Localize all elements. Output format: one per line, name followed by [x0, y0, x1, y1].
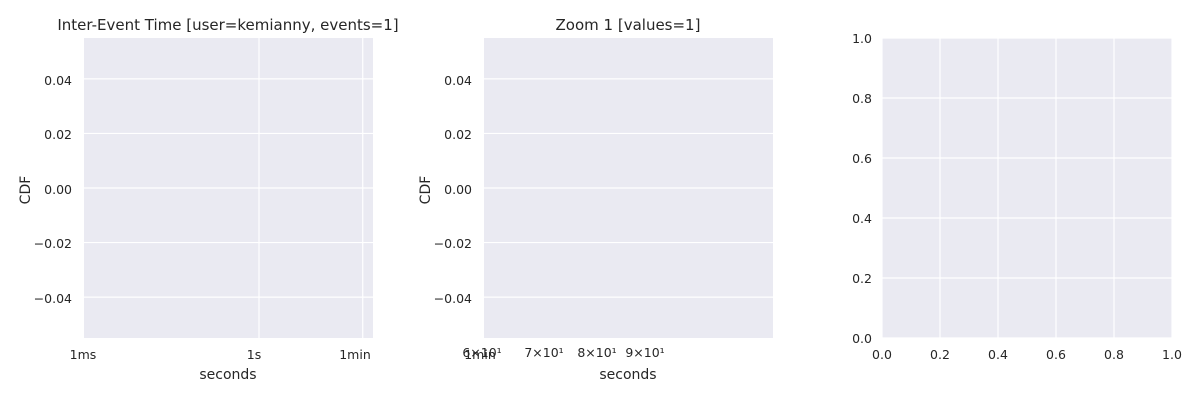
y-tick-label: 0.02 — [44, 127, 72, 142]
y-tick-label: −0.02 — [34, 236, 72, 251]
x-tick-label: 0.8 — [1104, 347, 1124, 362]
y-tick-label: 0.04 — [44, 73, 72, 88]
y-tick-label: 0.00 — [44, 182, 72, 197]
x-tick-label: 1min — [339, 347, 371, 362]
x-tick-label: 0.6 — [1046, 347, 1066, 362]
x-tick-label: 1s — [247, 347, 261, 362]
y-tick-label: 0.0 — [852, 331, 872, 346]
x-tick-label: 0.0 — [872, 347, 892, 362]
y-tick-label: 1.0 — [852, 31, 872, 46]
x-tick-label: 0.2 — [930, 347, 950, 362]
chart-panel-2: Zoom 1 [values=1] seconds CDF 1min 6×10¹… — [418, 16, 773, 383]
x-axis-label-2: seconds — [599, 367, 656, 383]
plot-area-3 — [882, 38, 1172, 338]
y-tick-label: 0.04 — [444, 73, 472, 88]
chart-panel-3: 0.0 0.2 0.4 0.6 0.8 1.0 1.0 0.8 0.6 0.4 … — [852, 31, 1182, 362]
x-axis-label-1: seconds — [199, 367, 256, 383]
y-tick-label: 0.8 — [852, 91, 872, 106]
x-tick-label: 7×10¹ — [524, 345, 563, 360]
chart-title-1: Inter-Event Time [user=kemianny, events=… — [57, 16, 398, 34]
x-tick-label: 1ms — [70, 347, 97, 362]
y-tick-label: −0.04 — [434, 291, 472, 306]
x-tick-label: 1min — [464, 347, 496, 362]
y-tick-label: 0.4 — [852, 211, 872, 226]
y-axis-label-1: CDF — [18, 176, 34, 205]
chart-title-2: Zoom 1 [values=1] — [556, 16, 701, 34]
x-tick-label: 6×10¹ — [462, 345, 501, 360]
x-tick-label: 1.0 — [1162, 347, 1182, 362]
y-tick-label: −0.04 — [34, 291, 72, 306]
y-tick-label: 0.00 — [444, 182, 472, 197]
y-tick-label: −0.02 — [434, 236, 472, 251]
x-tick-label: 0.4 — [988, 347, 1008, 362]
y-tick-label: 0.02 — [444, 127, 472, 142]
x-tick-label: 8×10¹ — [577, 345, 616, 360]
y-axis-label-2: CDF — [418, 176, 434, 205]
y-tick-label: 0.2 — [852, 271, 872, 286]
chart-panel-1: Inter-Event Time [user=kemianny, events=… — [18, 16, 399, 383]
x-tick-label: 9×10¹ — [625, 345, 664, 360]
y-tick-label: 0.6 — [852, 151, 872, 166]
